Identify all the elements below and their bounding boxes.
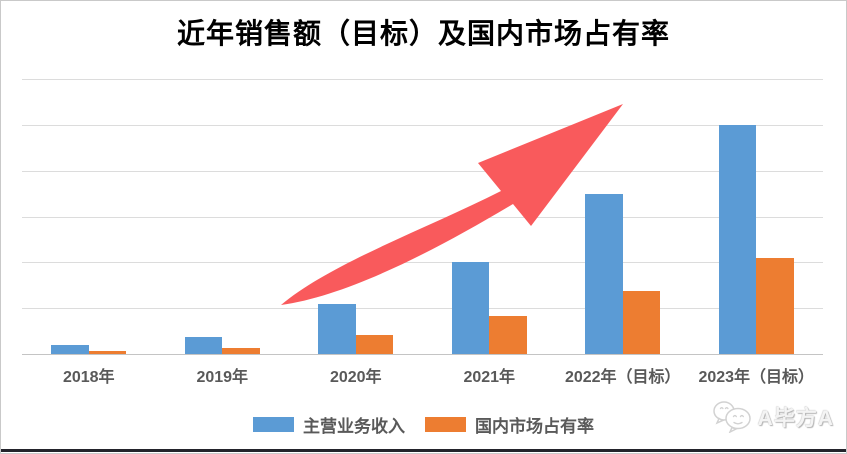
x-axis-label: 2020年 (329, 369, 382, 386)
bar-revenue-2020年 (318, 303, 356, 354)
x-axis-label: 2019年 (196, 369, 249, 386)
bar-revenue-2021年 (451, 262, 490, 354)
chart-legend: 主营业务收入 国内市场占有率 (1, 413, 846, 436)
bar-market-share-2019年 (222, 348, 260, 354)
x-axis-label: 2018年 (62, 369, 115, 386)
bar-revenue-2019年 (184, 337, 223, 354)
watermark-text: A毕方A (757, 406, 834, 430)
gridline (22, 262, 823, 264)
x-axis-line (22, 354, 823, 355)
bar-market-share-2020年 (355, 334, 394, 354)
legend-label-market-share: 国内市场占有率 (475, 416, 594, 436)
bar-revenue-2018年 (51, 344, 89, 354)
bar-market-share-2018年 (88, 350, 127, 354)
chart-title: 近年销售额（目标）及国内市场占有率 (176, 17, 670, 50)
bottom-divider (1, 449, 846, 452)
bar-revenue-2023年（目标） (718, 124, 757, 354)
gridline (22, 308, 823, 310)
wechat-icon (712, 401, 751, 433)
watermark: A毕方A (712, 400, 834, 433)
x-axis-label: 2021年 (463, 369, 516, 386)
gridline (22, 170, 823, 172)
bar-market-share-2022年（目标） (622, 290, 661, 354)
bar-market-share-2021年 (489, 315, 527, 354)
gridline (22, 216, 823, 218)
gridline (22, 79, 823, 80)
legend-swatch-revenue (253, 416, 294, 432)
bar-revenue-2022年（目标） (585, 193, 623, 354)
legend-label-revenue: 主营业务收入 (303, 416, 405, 436)
bar-market-share-2023年（目标） (756, 257, 794, 354)
x-axis-label: 2022年（目标） (564, 369, 681, 386)
x-axis-label: 2023年（目标） (698, 369, 815, 386)
gridline (22, 124, 823, 126)
legend-swatch-market-share (425, 416, 466, 432)
